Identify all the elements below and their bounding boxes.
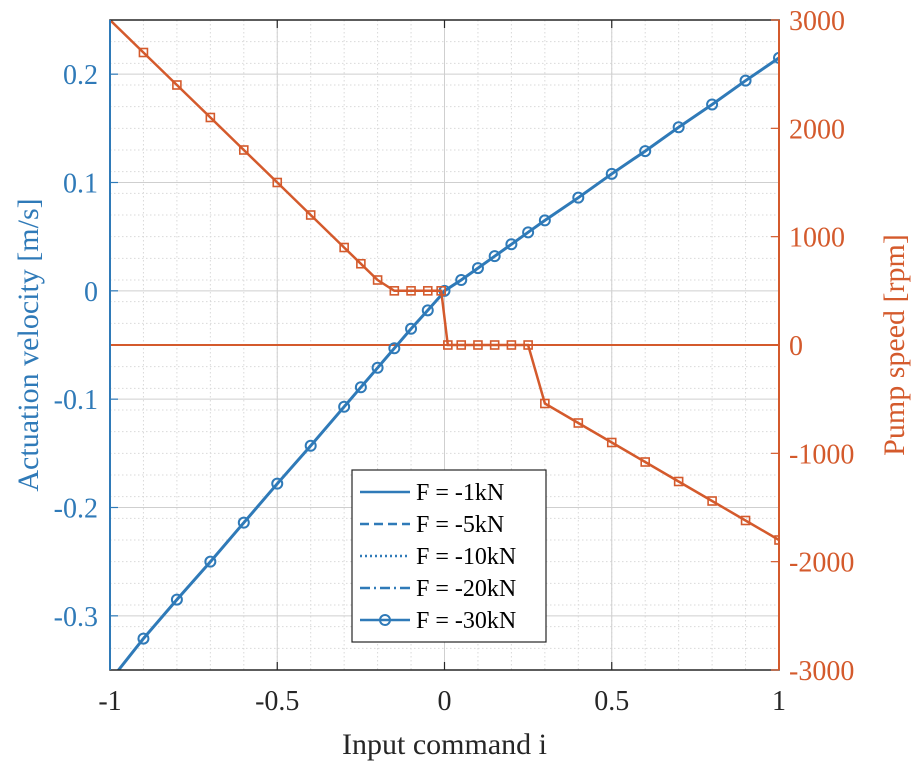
pump-point	[774, 535, 779, 545]
y-right-tick-label: 3000	[789, 6, 845, 37]
y-right-tick-label: 1000	[789, 223, 845, 254]
velocity-point	[354, 381, 367, 394]
velocity-point	[271, 477, 284, 490]
y-left-tick-label: -0.3	[54, 602, 98, 633]
x-tick-label: 1	[772, 686, 786, 717]
pump-point	[305, 210, 316, 220]
pump-point	[406, 286, 416, 296]
legend: F = -1kN F = -5kN F = -10kN F = -20kN F = -3…	[351, 469, 547, 643]
pump-series-line	[110, 20, 779, 542]
velocity-point	[304, 439, 317, 452]
y-right-tick-label: -3000	[789, 656, 854, 687]
pump-point	[239, 145, 249, 155]
velocity-point	[706, 98, 719, 111]
velocity-point	[371, 361, 384, 374]
velocity-point	[405, 322, 418, 335]
pump-point	[272, 177, 283, 188]
velocity-point	[204, 555, 217, 568]
x-tick-label: 0	[438, 686, 452, 717]
velocity-point	[672, 121, 685, 134]
legend-entry-label: F = -20kN	[416, 576, 516, 602]
pump-point	[172, 80, 182, 90]
y-left-tick-label: 0	[84, 277, 98, 308]
y-left-tick-label: 0.1	[63, 169, 98, 200]
series-layer	[110, 20, 779, 670]
pump-point	[456, 340, 467, 350]
velocity-point	[137, 632, 150, 645]
velocity-point	[522, 226, 535, 239]
y-right-tick-label: -2000	[789, 548, 854, 579]
y-right-tick-label: -1000	[789, 439, 854, 470]
legend-entry-label: F = -5kN	[416, 512, 504, 538]
pump-point	[573, 418, 584, 428]
legend-entry-label: F = -30kN	[416, 608, 516, 634]
velocity-point	[388, 342, 401, 355]
y-left-axis-title: Actuation velocity [m/s]	[12, 198, 45, 491]
velocity-point	[639, 145, 652, 158]
pump-point	[606, 437, 617, 448]
x-tick-label: -1	[98, 686, 121, 717]
y-right-axis-title: Pump speed [rpm]	[878, 234, 911, 456]
velocity-point	[605, 167, 618, 180]
velocity-point	[237, 516, 250, 529]
velocity-point	[773, 51, 779, 64]
velocity-point	[488, 250, 501, 263]
velocity-point	[739, 74, 752, 87]
velocity-point	[471, 262, 484, 275]
velocity-point	[421, 304, 434, 317]
pump-point	[489, 340, 500, 350]
pump-point	[436, 286, 446, 296]
y-right-tick-label: 2000	[789, 114, 845, 145]
pump-point	[640, 457, 651, 467]
pump-point	[540, 398, 550, 409]
x-tick-label: -0.5	[255, 686, 299, 717]
pump-point	[506, 340, 517, 350]
pump-point	[422, 286, 433, 296]
pump-point	[473, 340, 483, 350]
velocity-point	[505, 238, 518, 251]
legend-entry-label: F = -10kN	[416, 544, 516, 570]
axes-layer: -1 -0.5 0 0.5 1 -0.3 -0.2 -0.1 0 0.1 0.2 -3000 -2000…	[12, 6, 911, 761]
y-left-tick-label: 0.2	[63, 60, 98, 91]
y-left-tick-label: -0.2	[54, 494, 98, 525]
y-right-tick-label: 0	[789, 331, 803, 362]
legend-marker	[379, 614, 391, 626]
pump-point	[372, 275, 383, 285]
pump-point	[673, 476, 684, 487]
pump-point	[740, 515, 751, 526]
velocity-point	[538, 214, 551, 227]
legend-box	[351, 469, 547, 643]
velocity-point	[455, 274, 468, 286]
legend-entry-label: F = -1kN	[416, 480, 504, 506]
pump-point	[339, 242, 349, 253]
pump-point	[138, 47, 149, 58]
pump-point	[707, 496, 717, 506]
velocity-point	[338, 400, 351, 413]
y-left-tick-label: -0.1	[54, 385, 98, 416]
x-tick-label: 0.5	[594, 686, 629, 717]
pump-point	[389, 286, 400, 296]
pump-point	[356, 258, 366, 269]
x-axis-title: Input command i	[342, 728, 547, 761]
velocity-point	[170, 593, 183, 606]
pump-point	[443, 340, 453, 350]
pump-point	[523, 340, 533, 350]
velocity-point	[572, 191, 585, 204]
pump-point	[205, 112, 216, 123]
